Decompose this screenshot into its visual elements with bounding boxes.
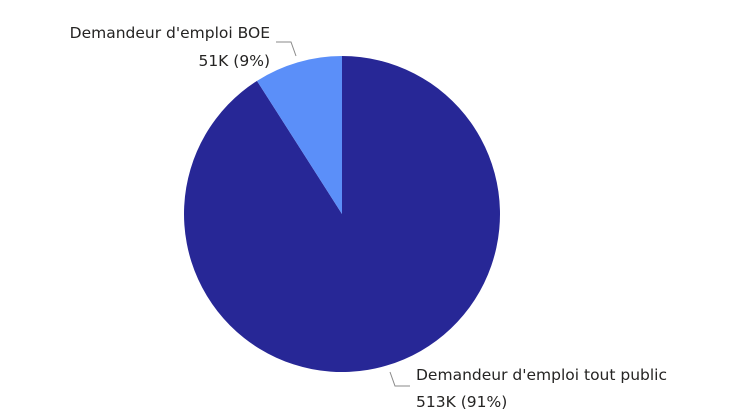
leader-line-boe bbox=[276, 41, 297, 57]
pie-slices bbox=[184, 56, 500, 372]
slice-percent-open-boe: ( bbox=[233, 52, 239, 70]
slice-value-boe: 51K bbox=[198, 52, 229, 70]
slice-label-boe-name: Demandeur d'emploi BOE bbox=[70, 24, 270, 42]
slice-label-tout-public-value: 513K (91%) bbox=[416, 393, 507, 411]
leader-line-tout-public bbox=[389, 371, 410, 387]
slice-percent-open-tout-public: ( bbox=[461, 393, 467, 411]
slice-label-tout-public: Demandeur d'emploi tout public 513K (91%… bbox=[389, 366, 667, 411]
slice-percent-tout-public: 91% bbox=[467, 393, 501, 411]
slice-percent-boe: 9% bbox=[239, 52, 264, 70]
slice-percent-close-boe: ) bbox=[264, 52, 270, 70]
slice-label-boe-value: 51K (9%) bbox=[198, 52, 270, 70]
slice-value-tout-public: 513K bbox=[416, 393, 457, 411]
slice-label-boe: Demandeur d'emploi BOE 51K (9%) bbox=[70, 24, 297, 70]
slice-percent-close-tout-public: ) bbox=[501, 393, 507, 411]
slice-label-tout-public-name: Demandeur d'emploi tout public bbox=[416, 366, 667, 384]
pie-slice-tout-public[interactable] bbox=[184, 56, 500, 372]
pie-slice-boe[interactable] bbox=[256, 56, 342, 214]
